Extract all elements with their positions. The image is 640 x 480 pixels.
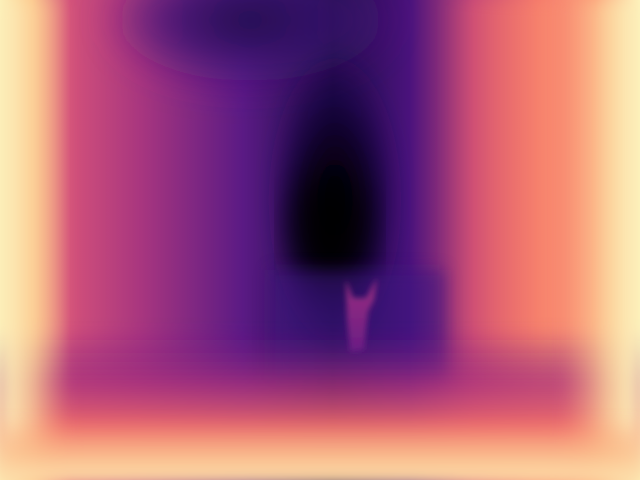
corridor-deepest-point [295, 170, 365, 290]
figure-silhouette [346, 278, 377, 352]
bottom-edge-near [0, 420, 640, 480]
right-edge-near [560, 0, 640, 480]
left-edge-near [0, 0, 70, 480]
